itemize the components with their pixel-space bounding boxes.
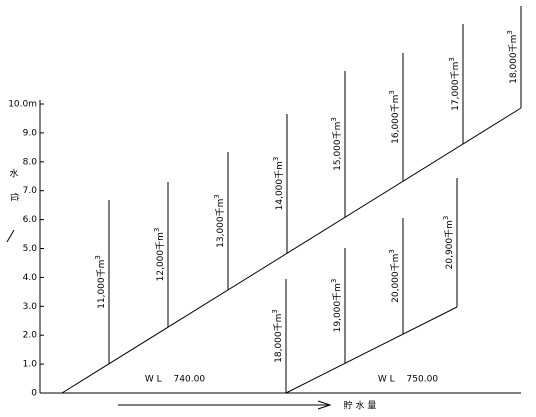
storage-value: 15,000千m	[332, 122, 343, 171]
storage-unit-sup: 3	[442, 216, 450, 220]
storage-label: 12,000千m3	[153, 228, 166, 282]
storage-label: 14,000千m3	[272, 157, 285, 211]
x-axis-label: 貯 水 量	[344, 400, 377, 412]
storage-value: 13,000千m	[215, 199, 226, 248]
y-tick-label: 5.0	[23, 244, 38, 254]
y-tick-label: 10.0m	[8, 100, 37, 110]
y-tick-label: 4.0	[23, 273, 38, 283]
y-tick-label: 2.0	[23, 331, 38, 341]
wl-750-curve	[285, 306, 458, 394]
storage-unit-sup: 3	[213, 194, 221, 198]
curve-label: W L 740.00	[145, 375, 205, 385]
y-tick-label: 8.0	[23, 157, 38, 167]
storage-value: 18,000千m	[273, 314, 284, 363]
storage-label: 11,000千m3	[94, 255, 107, 309]
storage-unit-sup: 3	[271, 309, 279, 313]
storage-unit-sup: 3	[388, 249, 396, 253]
storage-unit-sup: 3	[388, 90, 396, 94]
y-axis-arrow	[6, 229, 15, 243]
storage-label: 20,900千m3	[442, 216, 455, 270]
storage-unit-sup: 3	[330, 117, 338, 121]
y-tick-label: 1.0	[23, 360, 38, 370]
storage-label: 17,000千m3	[448, 57, 461, 111]
storage-value: 12,000千m	[155, 232, 166, 281]
storage-label: 18,000千m3	[271, 309, 284, 363]
storage-unit-sup: 3	[153, 228, 161, 232]
storage-value: 17,000千m	[450, 62, 461, 111]
storage-unit-sup: 3	[272, 157, 280, 161]
storage-value: 11,000千m	[96, 260, 107, 309]
storage-unit-sup: 3	[330, 279, 338, 283]
x-axis-arrowhead	[317, 400, 332, 410]
y-tick-label: 7.0	[23, 186, 38, 196]
storage-label: 18,000千m3	[506, 30, 519, 84]
y-tick-label: 9.0	[23, 128, 38, 138]
curve-label: W L 750.00	[378, 375, 438, 385]
storage-value: 19,000千m	[332, 283, 343, 332]
y-tick-label: 6.0	[23, 215, 38, 225]
storage-unit-sup: 3	[506, 30, 514, 34]
storage-value: 18,000千m	[508, 35, 519, 84]
storage-unit-sup: 3	[448, 57, 456, 61]
storage-label: 19,000千m3	[330, 279, 343, 333]
storage-value: 20,900千m	[444, 220, 455, 269]
y-tick-label: 0	[31, 389, 37, 399]
storage-value: 14,000千m	[274, 161, 285, 210]
y-axis-label: 位	[9, 192, 21, 201]
y-tick-label: 3.0	[23, 302, 38, 312]
storage-label: 15,000千m3	[330, 117, 343, 171]
wl-740-curve	[61, 107, 522, 394]
storage-unit-sup: 3	[94, 255, 102, 259]
storage-label: 20,000千m3	[388, 249, 401, 303]
storage-value: 20,000千m	[390, 254, 401, 303]
y-axis-label: 水	[9, 168, 18, 180]
storage-label: 13,000千m3	[213, 194, 226, 248]
storage-label: 16,000千m3	[388, 90, 401, 144]
storage-value: 16,000千m	[390, 95, 401, 144]
